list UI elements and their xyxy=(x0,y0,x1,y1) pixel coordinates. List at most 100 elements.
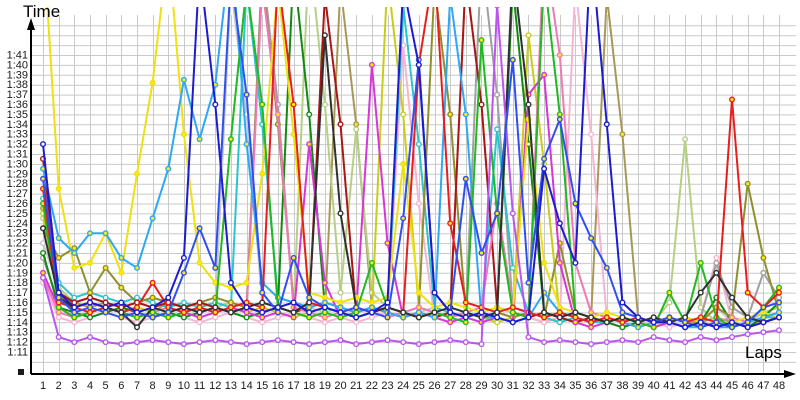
data-point-violet xyxy=(588,341,595,348)
data-point-darkgreen xyxy=(619,324,626,331)
data-point-navy xyxy=(71,304,78,311)
data-point-lightpink xyxy=(666,324,673,331)
data-point-blue xyxy=(744,319,751,326)
x-tick-label: 18 xyxy=(303,380,315,392)
data-point-red xyxy=(86,309,93,316)
data-point-sky xyxy=(760,314,767,321)
data-point-red xyxy=(290,101,297,108)
data-point-green xyxy=(556,111,563,118)
data-point-blue xyxy=(353,304,360,311)
data-point-yellow xyxy=(118,269,125,276)
x-tick-label: 7 xyxy=(134,380,140,392)
data-point-red xyxy=(462,299,469,306)
data-point-yellow xyxy=(259,170,266,177)
data-point-violet xyxy=(290,339,297,346)
data-point-pink xyxy=(415,304,422,311)
data-point-yellow xyxy=(368,299,375,306)
data-point-black xyxy=(603,319,610,326)
y-tick-label: 1:15 xyxy=(7,307,28,319)
data-point-sky xyxy=(196,136,203,143)
x-tick-label: 36 xyxy=(585,380,597,392)
data-point-red xyxy=(588,319,595,326)
data-point-lightpink xyxy=(541,319,548,326)
data-point-sky xyxy=(180,76,187,83)
data-point-sky xyxy=(118,254,125,261)
y-tick-label: 1:11 xyxy=(7,347,28,359)
y-tick-label: 1:28 xyxy=(7,178,28,190)
x-axis-title: Laps xyxy=(745,343,782,362)
x-tick-label: 5 xyxy=(103,380,109,392)
data-point-black xyxy=(588,314,595,321)
data-point-black xyxy=(697,289,704,296)
data-point-green xyxy=(259,101,266,108)
data-point-navy xyxy=(713,324,720,331)
data-point-navy xyxy=(541,165,548,172)
data-point-black xyxy=(180,304,187,311)
x-tick-label: 16 xyxy=(272,380,284,392)
data-point-red xyxy=(259,304,266,311)
x-tick-label: 17 xyxy=(287,380,299,392)
y-tick-label: 1:34 xyxy=(7,119,28,131)
data-point-red xyxy=(556,309,563,316)
data-point-violet xyxy=(541,339,548,346)
data-point-magenta xyxy=(40,269,47,276)
data-point-black xyxy=(40,225,47,232)
y-tick-label: 1:41 xyxy=(7,50,28,62)
y-tick-label: 1:16 xyxy=(7,297,28,309)
data-point-magenta xyxy=(384,240,391,247)
data-point-blue xyxy=(713,319,720,326)
data-point-blue xyxy=(306,294,313,301)
y-tick-label: 1:26 xyxy=(7,198,28,210)
data-point-blue xyxy=(729,324,736,331)
data-point-blue xyxy=(603,264,610,271)
data-point-magenta xyxy=(556,259,563,266)
data-point-palegreen xyxy=(353,126,360,133)
data-point-black xyxy=(133,324,140,331)
data-point-sky xyxy=(321,299,328,306)
y-tick-label: 1:21 xyxy=(7,248,28,260)
data-point-red xyxy=(541,314,548,321)
data-point-navy xyxy=(509,319,516,326)
data-point-blue xyxy=(102,309,109,316)
data-point-black xyxy=(525,101,532,108)
data-point-violet xyxy=(713,337,720,344)
data-point-violet xyxy=(259,339,266,346)
data-point-yellow xyxy=(133,170,140,177)
data-point-darkred xyxy=(71,299,78,306)
data-point-green xyxy=(227,136,234,143)
data-point-black xyxy=(259,299,266,306)
data-point-sky xyxy=(431,314,438,321)
data-point-blue xyxy=(71,309,78,316)
x-tick-label: 39 xyxy=(632,380,644,392)
x-tick-label: 2 xyxy=(56,380,62,392)
data-point-blue xyxy=(760,304,767,311)
data-point-violet xyxy=(509,210,516,217)
data-point-lightpink xyxy=(713,254,720,261)
x-tick-label: 11 xyxy=(194,380,205,392)
data-point-navy xyxy=(556,220,563,227)
data-point-violet xyxy=(400,339,407,346)
data-point-blue xyxy=(86,304,93,311)
y-tick-label: 1:39 xyxy=(7,69,28,81)
data-point-sky xyxy=(133,264,140,271)
data-point-darkgreen xyxy=(40,249,47,256)
data-point-violet xyxy=(118,341,125,348)
y-tick-label: 1:24 xyxy=(7,218,28,230)
data-point-pink xyxy=(55,309,62,316)
data-point-yellow xyxy=(415,289,422,296)
data-point-darkgreen xyxy=(180,314,187,321)
data-point-black xyxy=(682,314,689,321)
data-point-navy xyxy=(40,141,47,148)
data-point-black xyxy=(713,269,720,276)
data-point-cyan xyxy=(149,299,156,306)
data-point-lightpink xyxy=(415,200,422,207)
data-point-sky xyxy=(243,141,250,148)
data-point-yellow xyxy=(760,309,767,316)
data-point-violet xyxy=(760,329,767,336)
data-point-navy xyxy=(306,309,313,316)
x-tick-label: 37 xyxy=(601,380,613,392)
data-point-violet xyxy=(196,339,203,346)
data-point-red xyxy=(729,96,736,103)
data-point-lightpink xyxy=(259,319,266,326)
data-point-green xyxy=(306,314,313,321)
